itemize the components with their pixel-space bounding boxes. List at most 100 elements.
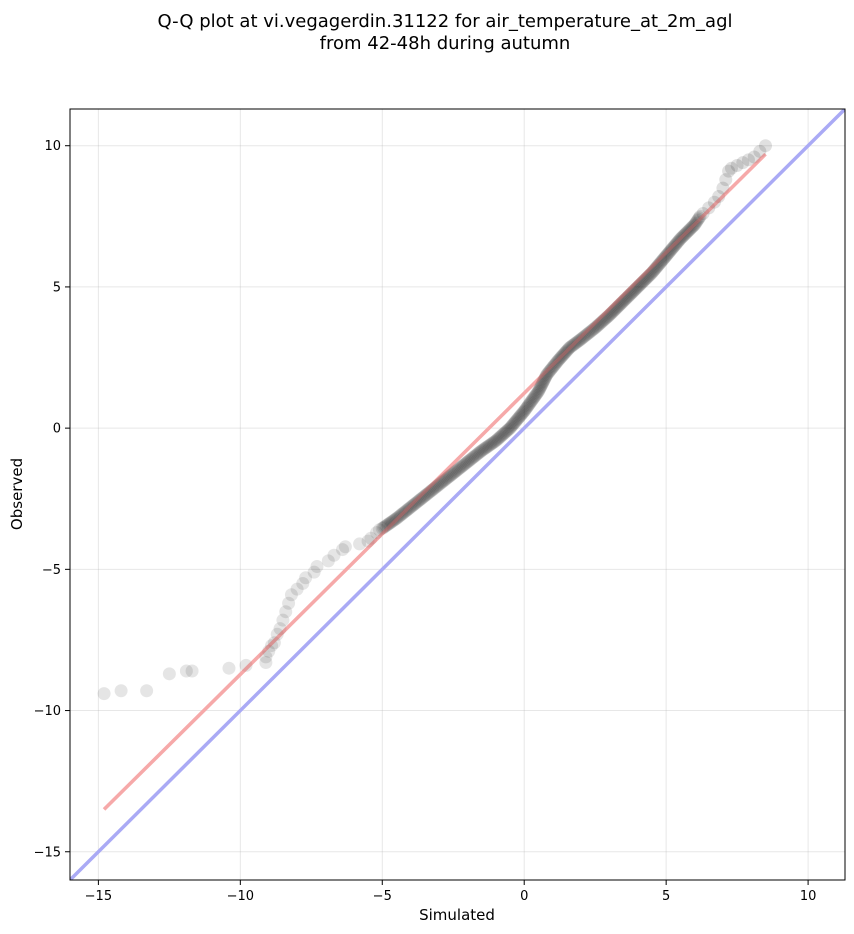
grid (70, 109, 845, 880)
data-point (454, 460, 468, 474)
data-point (677, 229, 691, 243)
data-point (674, 231, 688, 245)
data-point (507, 416, 521, 430)
data-point (503, 421, 517, 435)
data-point (290, 582, 304, 596)
data-point (114, 684, 128, 698)
data-point (660, 248, 674, 262)
data-point (554, 350, 568, 364)
data-point (383, 516, 397, 530)
y-axis-label: Observed (8, 458, 26, 530)
data-point (411, 494, 425, 508)
data-point (482, 438, 496, 452)
data-point (380, 518, 394, 532)
y-tick-label: 0 (53, 422, 61, 437)
data-point (615, 295, 629, 309)
data-point (522, 398, 536, 412)
data-point (681, 224, 695, 238)
data-point (608, 303, 622, 317)
data-point (610, 301, 624, 315)
data-point (494, 430, 508, 444)
x-axis-label: Simulated (419, 906, 495, 924)
data-point (479, 441, 492, 455)
data-point (520, 400, 534, 414)
data-point (550, 355, 564, 369)
data-point (586, 323, 600, 337)
data-point (327, 548, 341, 562)
data-point (539, 369, 553, 383)
data-point (606, 305, 620, 319)
data-point (414, 492, 428, 506)
data-point (566, 338, 580, 352)
data-point (464, 452, 478, 466)
data-point (722, 164, 736, 178)
data-point (395, 507, 409, 521)
data-point (593, 317, 607, 331)
data-point (676, 230, 690, 244)
data-point (632, 279, 646, 293)
data-point (270, 627, 284, 641)
data-point (451, 462, 465, 476)
data-point (433, 477, 447, 491)
data-point (557, 346, 571, 360)
data-point (259, 656, 273, 670)
data-point (654, 255, 668, 269)
x-tick-label: −10 (227, 889, 254, 904)
data-point (664, 243, 678, 257)
data-point (657, 251, 671, 265)
data-point (658, 250, 672, 264)
data-point (338, 540, 352, 554)
data-point (378, 520, 392, 534)
data-point (531, 384, 545, 398)
y-axis-ticks: −15 −10 −5 0 5 10 (34, 139, 70, 860)
data-point (599, 311, 613, 325)
data-point (458, 457, 472, 471)
data-point (440, 471, 454, 485)
data-point (386, 514, 400, 528)
data-point (555, 349, 569, 363)
data-point (638, 272, 652, 286)
data-point (420, 487, 434, 501)
data-point (547, 358, 561, 372)
data-point (689, 215, 703, 229)
data-point (617, 294, 631, 308)
data-point (364, 531, 378, 545)
data-point (635, 276, 649, 290)
data-point (673, 232, 687, 246)
data-point (646, 265, 660, 279)
data-point (692, 211, 706, 225)
data-point (463, 453, 477, 467)
data-point (477, 442, 491, 456)
data-point (719, 173, 733, 187)
data-point (662, 245, 676, 259)
data-point (543, 364, 557, 378)
data-point (521, 399, 535, 413)
data-point (427, 482, 441, 496)
data-point (496, 427, 510, 441)
data-point (481, 439, 495, 453)
data-point (684, 221, 698, 235)
data-point (446, 466, 460, 480)
data-point (594, 316, 608, 330)
data-point (471, 447, 485, 461)
data-point (284, 588, 298, 602)
data-point (650, 260, 664, 274)
data-point (273, 622, 287, 636)
data-point (611, 299, 625, 313)
data-point (624, 286, 638, 300)
data-point (619, 292, 633, 306)
data-point (428, 481, 442, 495)
data-point (511, 411, 525, 425)
data-point (544, 362, 558, 376)
data-point (668, 238, 682, 252)
data-point (659, 249, 673, 263)
data-point (423, 485, 437, 499)
data-point (607, 304, 621, 318)
data-point (688, 216, 702, 230)
data-point (571, 334, 585, 348)
data-point (702, 201, 716, 215)
data-point (693, 209, 707, 223)
data-point (589, 320, 603, 334)
data-point (620, 291, 634, 305)
